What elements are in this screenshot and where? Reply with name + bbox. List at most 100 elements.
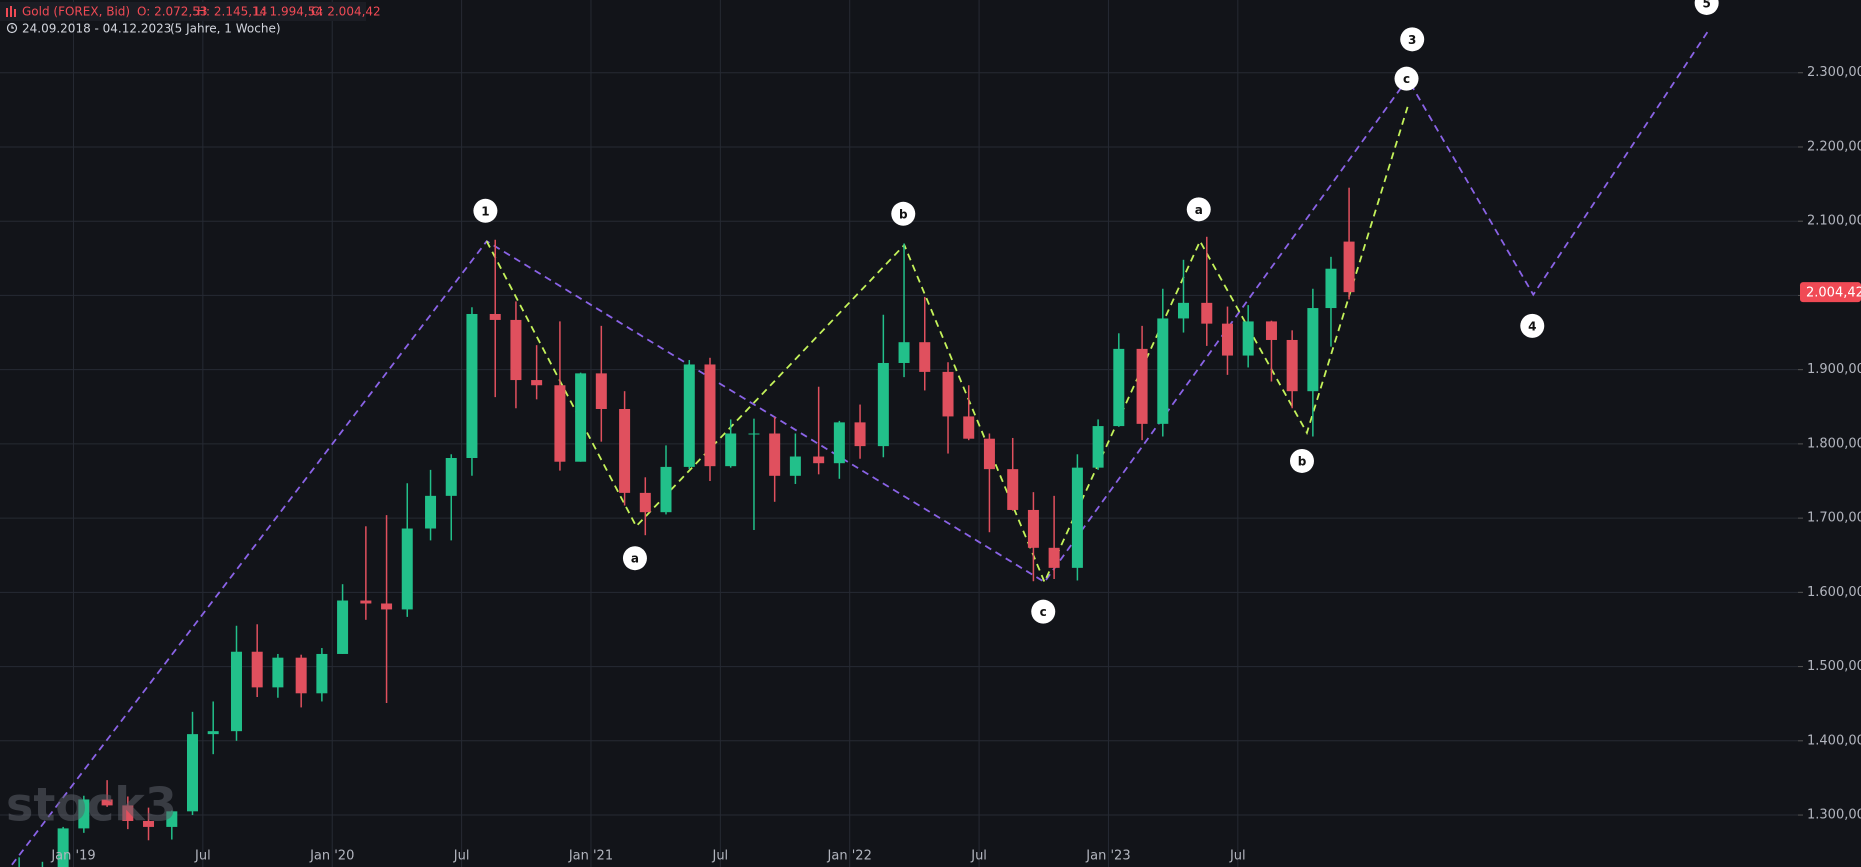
wave-label-circle bbox=[1694, 0, 1719, 15]
candle-body bbox=[1136, 348, 1148, 424]
ohlc-close: C: 2.004,42 bbox=[311, 5, 381, 19]
candle-body bbox=[1201, 302, 1213, 324]
candle-body bbox=[401, 528, 413, 610]
header-background bbox=[0, 2, 366, 21]
instrument-title: Gold (FOREX, Bid) bbox=[22, 5, 130, 19]
candle-body bbox=[1092, 426, 1104, 468]
axis: 1.300,00 1.400,00 1.500,00 1.600,00 1.700,00… bbox=[50, 65, 1861, 864]
candle-body bbox=[425, 495, 437, 529]
grid bbox=[0, 0, 1798, 867]
candles bbox=[18, 187, 1355, 867]
candle-body bbox=[789, 456, 801, 476]
candle-body bbox=[381, 603, 393, 610]
candle-body bbox=[704, 364, 716, 467]
wave-label-circle bbox=[473, 198, 498, 223]
last-price-label: 2.004,42 bbox=[1806, 286, 1861, 301]
candle-body bbox=[1048, 547, 1060, 568]
candle-body bbox=[1177, 302, 1189, 319]
y-tick-label: 1.300,00 bbox=[1807, 808, 1861, 823]
candle-body bbox=[187, 734, 199, 812]
y-tick-label: 1.500,00 bbox=[1807, 659, 1861, 674]
candle-body bbox=[531, 380, 543, 386]
candle-body bbox=[489, 313, 501, 320]
waves bbox=[11, 29, 1710, 866]
candle-body bbox=[1265, 321, 1277, 340]
wave-label: c bbox=[1040, 605, 1047, 619]
candle-body bbox=[78, 799, 90, 829]
candle-body bbox=[683, 364, 695, 467]
candle-body bbox=[57, 828, 69, 867]
x-tick-label: Jan '21 bbox=[568, 849, 613, 864]
candle-body bbox=[1307, 308, 1319, 392]
y-tick-label: 1.800,00 bbox=[1807, 436, 1861, 451]
candle-body bbox=[295, 657, 307, 694]
candle-body bbox=[1286, 339, 1298, 392]
candle-body bbox=[963, 416, 975, 439]
wave-label-circle bbox=[1520, 313, 1545, 338]
last-price-badge bbox=[1800, 282, 1861, 303]
candle-body bbox=[877, 362, 889, 447]
candle-body bbox=[769, 433, 781, 476]
wave-label: b bbox=[899, 207, 908, 221]
x-tick-label: Jan '22 bbox=[827, 849, 872, 864]
candle-body bbox=[725, 433, 737, 467]
x-tick-label: Jul bbox=[1229, 849, 1246, 864]
candle-body bbox=[251, 651, 263, 688]
wave-label: b bbox=[1298, 454, 1307, 468]
ohlc-low: L: 1.994,54 bbox=[255, 5, 323, 19]
x-tick-label: Jan '23 bbox=[1085, 849, 1130, 864]
candle-body bbox=[1113, 348, 1125, 427]
candle-body bbox=[510, 319, 522, 381]
period: (5 Jahre, 1 Woche) bbox=[170, 22, 281, 36]
wave-label-circle bbox=[1186, 197, 1211, 222]
wave-label-circle bbox=[1400, 27, 1425, 52]
candle-body bbox=[575, 373, 587, 462]
candle-body bbox=[445, 457, 457, 496]
candle-body bbox=[143, 820, 155, 827]
candle-body bbox=[554, 385, 566, 462]
header-icon bbox=[6, 6, 16, 17]
y-tick-label: 2.300,00 bbox=[1807, 65, 1861, 80]
y-tick-label: 1.700,00 bbox=[1807, 511, 1861, 526]
wave-label: 3 bbox=[1408, 33, 1416, 47]
y-tick-label: 1.600,00 bbox=[1807, 585, 1861, 600]
candle-body bbox=[466, 313, 478, 458]
wave-label: 5 bbox=[1702, 0, 1710, 10]
candle-body bbox=[919, 342, 931, 372]
candle-body bbox=[619, 409, 631, 493]
watermark: stock3 bbox=[6, 778, 177, 832]
candle-body bbox=[360, 600, 372, 604]
wave-label-circle bbox=[891, 201, 916, 226]
candle-body bbox=[639, 492, 651, 513]
candle-body bbox=[1007, 469, 1019, 510]
candle-body bbox=[1027, 509, 1039, 548]
wave-line bbox=[485, 106, 1409, 585]
candle-body bbox=[983, 438, 995, 470]
candle-body bbox=[660, 466, 672, 513]
wave-label: 4 bbox=[1528, 319, 1536, 333]
candle-body bbox=[833, 422, 845, 464]
wave-label: 1 bbox=[481, 204, 489, 218]
candle-body bbox=[207, 731, 219, 735]
clock-icon bbox=[6, 22, 18, 34]
candle-body bbox=[1242, 321, 1254, 356]
candle-body bbox=[230, 651, 242, 732]
wave-line bbox=[11, 29, 1710, 866]
candle-body bbox=[748, 433, 760, 435]
wave-label: a bbox=[631, 552, 639, 566]
x-tick-label: Jul bbox=[453, 849, 470, 864]
wave-label-circle bbox=[1394, 66, 1419, 91]
candle-body bbox=[272, 657, 284, 688]
candle-body bbox=[813, 456, 825, 464]
x-tick-label: Jul bbox=[970, 849, 987, 864]
y-tick-label: 1.900,00 bbox=[1807, 362, 1861, 377]
candle-body bbox=[1071, 467, 1083, 568]
y-tick-label: 2.100,00 bbox=[1807, 214, 1861, 229]
candle-body bbox=[942, 371, 954, 417]
candle-body bbox=[898, 342, 910, 363]
wave-label-circle bbox=[1289, 448, 1314, 473]
wave-label-circle bbox=[1031, 599, 1056, 624]
candle-body bbox=[166, 811, 178, 827]
